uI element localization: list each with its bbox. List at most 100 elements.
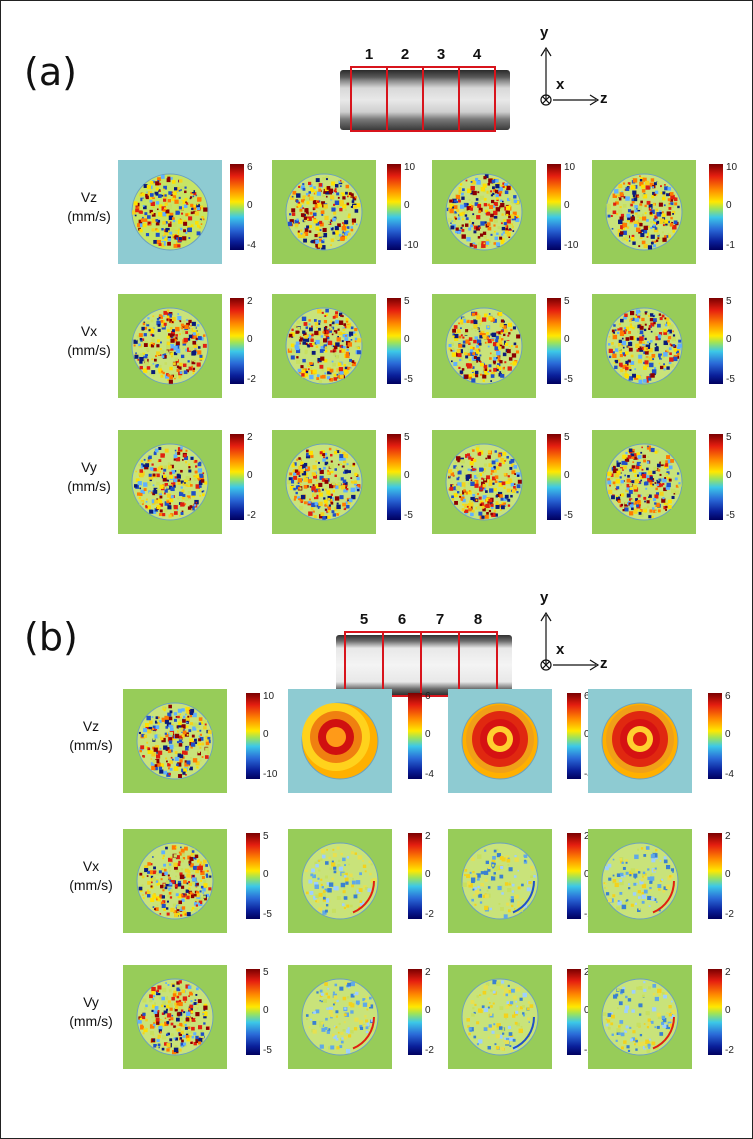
- colorbar-tick-label: -10: [404, 240, 419, 251]
- colorbar-tick-label: 0: [584, 869, 590, 880]
- velocity-map: [588, 965, 692, 1069]
- axis-y-label: y: [540, 589, 549, 606]
- colorbar-tick-label: 10: [726, 162, 738, 173]
- velocity-map: [448, 689, 552, 793]
- colorbar-tick-label: 2: [725, 831, 731, 842]
- colorbar: [567, 693, 581, 779]
- colorbar: [230, 434, 244, 520]
- colorbar-tick-label: -5: [404, 510, 413, 521]
- colorbar-tick-label: 0: [425, 1005, 431, 1016]
- velocity-map-disk: [285, 307, 363, 385]
- velocity-map-disk: [605, 443, 683, 521]
- colorbar-tick-label: 0: [564, 334, 570, 345]
- velocity-map: [272, 160, 376, 264]
- velocity-map: [118, 160, 222, 264]
- segment-number: 4: [472, 46, 482, 63]
- velocity-map-disk: [131, 307, 209, 385]
- colorbar-tick-label: 0: [425, 729, 431, 740]
- colorbar-tick-label: -10: [263, 769, 278, 780]
- velocity-map-disk: [601, 702, 679, 780]
- colorbar: [708, 969, 722, 1055]
- colorbar-tick-label: 0: [584, 1005, 590, 1016]
- colorbar: [387, 164, 401, 250]
- colorbar-tick-label: 2: [584, 967, 590, 978]
- colorbar-tick-label: -5: [726, 374, 735, 385]
- colorbar-tick-label: -5: [564, 374, 573, 385]
- colorbar-tick-label: -4: [725, 769, 734, 780]
- row-label-unit: (mm/s): [67, 342, 111, 358]
- colorbar-tick-label: 0: [726, 334, 732, 345]
- colorbar: [567, 833, 581, 919]
- velocity-map-disk: [461, 702, 539, 780]
- velocity-map: [123, 965, 227, 1069]
- colorbar-tick-label: 2: [425, 831, 431, 842]
- segment-box: [350, 66, 388, 132]
- velocity-map-disk: [601, 842, 679, 920]
- colorbar-tick-label: 0: [725, 869, 731, 880]
- velocity-map: [432, 160, 536, 264]
- tube-image: [336, 635, 512, 695]
- row-label-unit: (mm/s): [69, 737, 113, 753]
- colorbar-tick-label: -4: [425, 769, 434, 780]
- row-label-component: Vx: [80, 323, 98, 339]
- velocity-map-disk: [285, 443, 363, 521]
- velocity-map-disk: [301, 702, 379, 780]
- colorbar-tick-label: 0: [404, 200, 410, 211]
- segment-box: [422, 66, 460, 132]
- velocity-map-disk: [445, 173, 523, 251]
- colorbar: [547, 164, 561, 250]
- colorbar-tick-label: 5: [404, 296, 410, 307]
- velocity-map-disk: [445, 307, 523, 385]
- velocity-map-disk: [461, 978, 539, 1056]
- colorbar-tick-label: 10: [263, 691, 275, 702]
- axis-z-label: z: [600, 90, 608, 107]
- colorbar: [408, 969, 422, 1055]
- segment-box: [458, 66, 496, 132]
- colorbar-tick-label: -2: [425, 909, 434, 920]
- colorbar-tick-label: 2: [584, 831, 590, 842]
- colorbar-tick-label: -2: [725, 1045, 734, 1056]
- colorbar: [408, 693, 422, 779]
- velocity-map: [432, 430, 536, 534]
- velocity-map: [592, 160, 696, 264]
- segment-number: 5: [359, 611, 369, 628]
- row-label-component: Vy: [81, 459, 97, 475]
- velocity-map-disk: [301, 978, 379, 1056]
- segment-number: 6: [397, 611, 407, 628]
- velocity-map-disk: [131, 443, 209, 521]
- colorbar: [387, 434, 401, 520]
- velocity-map-disk: [301, 842, 379, 920]
- colorbar: [547, 298, 561, 384]
- velocity-map: [432, 294, 536, 398]
- segment-number: 3: [436, 46, 446, 63]
- axis-indicator-icon: [540, 46, 600, 106]
- colorbar-tick-label: -5: [263, 1045, 272, 1056]
- panel-label: (b): [24, 615, 78, 659]
- velocity-map: [592, 430, 696, 534]
- colorbar: [709, 434, 723, 520]
- row-label: Vy (mm/s): [54, 458, 124, 496]
- colorbar-tick-label: 5: [564, 296, 570, 307]
- row-label-component: Vy: [83, 994, 99, 1010]
- colorbar-tick-label: 0: [263, 869, 269, 880]
- axis-indicator-icon: [540, 611, 600, 671]
- velocity-map-disk: [136, 978, 214, 1056]
- colorbar-tick-label: 0: [726, 470, 732, 481]
- velocity-map: [123, 689, 227, 793]
- colorbar-tick-label: 5: [263, 967, 269, 978]
- colorbar-tick-label: -5: [564, 510, 573, 521]
- colorbar: [709, 298, 723, 384]
- velocity-map: [588, 829, 692, 933]
- velocity-map-disk: [461, 842, 539, 920]
- velocity-map: [448, 965, 552, 1069]
- colorbar-tick-label: -2: [247, 374, 256, 385]
- velocity-map: [448, 829, 552, 933]
- velocity-map-disk: [605, 173, 683, 251]
- velocity-map-disk: [131, 173, 209, 251]
- colorbar-tick-label: 0: [425, 869, 431, 880]
- velocity-map: [123, 829, 227, 933]
- row-label-unit: (mm/s): [69, 877, 113, 893]
- colorbar: [246, 693, 260, 779]
- colorbar-tick-label: 0: [247, 200, 253, 211]
- velocity-map-disk: [136, 842, 214, 920]
